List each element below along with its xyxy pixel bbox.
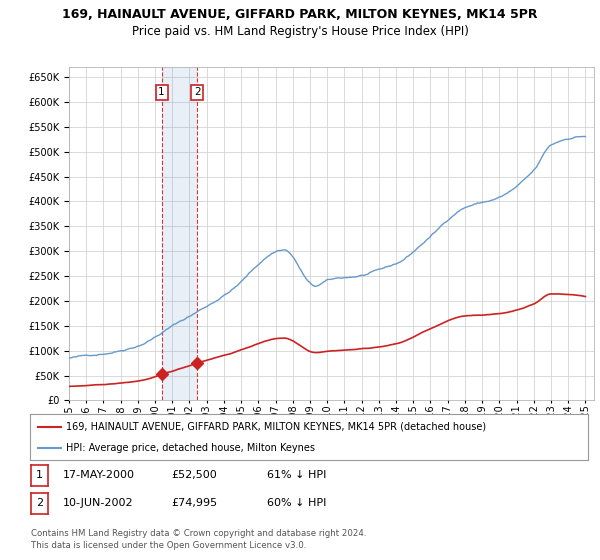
Text: 61% ↓ HPI: 61% ↓ HPI	[267, 470, 326, 480]
Text: 1: 1	[36, 470, 43, 480]
Text: 2: 2	[36, 498, 43, 508]
Text: 169, HAINAULT AVENUE, GIFFARD PARK, MILTON KEYNES, MK14 5PR (detached house): 169, HAINAULT AVENUE, GIFFARD PARK, MILT…	[66, 422, 487, 432]
Text: 169, HAINAULT AVENUE, GIFFARD PARK, MILTON KEYNES, MK14 5PR: 169, HAINAULT AVENUE, GIFFARD PARK, MILT…	[62, 8, 538, 21]
Text: 1: 1	[158, 87, 165, 97]
Text: 10-JUN-2002: 10-JUN-2002	[63, 498, 134, 508]
Bar	[161, 67, 197, 400]
Text: Price paid vs. HM Land Registry's House Price Index (HPI): Price paid vs. HM Land Registry's House …	[131, 25, 469, 38]
Text: £52,500: £52,500	[171, 470, 217, 480]
Text: 60% ↓ HPI: 60% ↓ HPI	[267, 498, 326, 508]
Text: £74,995: £74,995	[171, 498, 217, 508]
Text: HPI: Average price, detached house, Milton Keynes: HPI: Average price, detached house, Milt…	[66, 443, 315, 453]
Text: 17-MAY-2000: 17-MAY-2000	[63, 470, 135, 480]
Text: Contains HM Land Registry data © Crown copyright and database right 2024.
This d: Contains HM Land Registry data © Crown c…	[31, 529, 367, 550]
Text: 2: 2	[194, 87, 200, 97]
